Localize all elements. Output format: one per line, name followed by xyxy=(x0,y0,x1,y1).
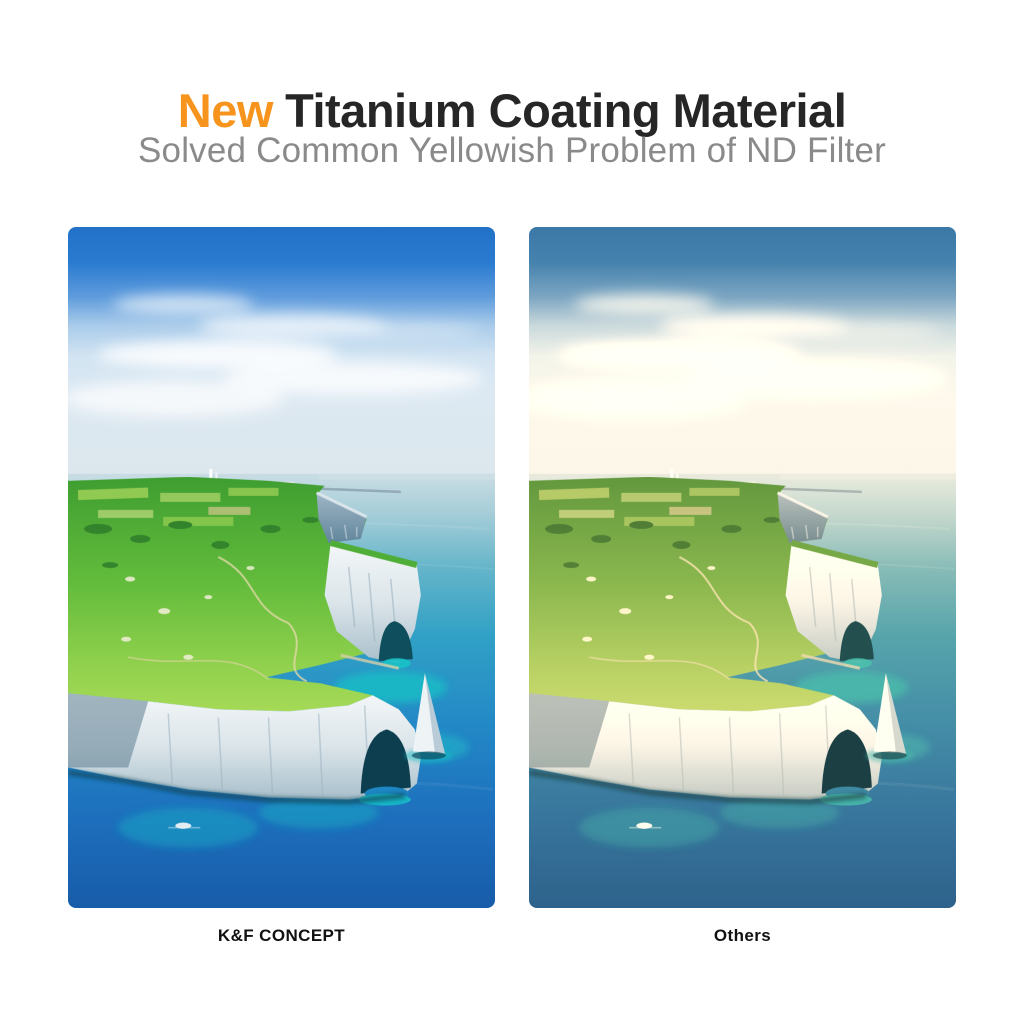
etretat-cliffs-photo-neutral xyxy=(68,227,495,908)
left-photo-label: K&F CONCEPT xyxy=(217,926,346,945)
etretat-cliffs-photo-yellowish xyxy=(529,227,956,908)
comparison-photo-others xyxy=(529,227,956,908)
right-photo-label: Others xyxy=(713,926,772,945)
page-title: New Titanium Coating Material xyxy=(0,83,1024,138)
title-main-text: Titanium Coating Material xyxy=(285,84,847,138)
title-accent-word: New xyxy=(177,84,274,138)
comparison-photo-kf-concept xyxy=(68,227,495,908)
subtitle: Solved Common Yellowish Problem of ND Fi… xyxy=(138,131,886,170)
